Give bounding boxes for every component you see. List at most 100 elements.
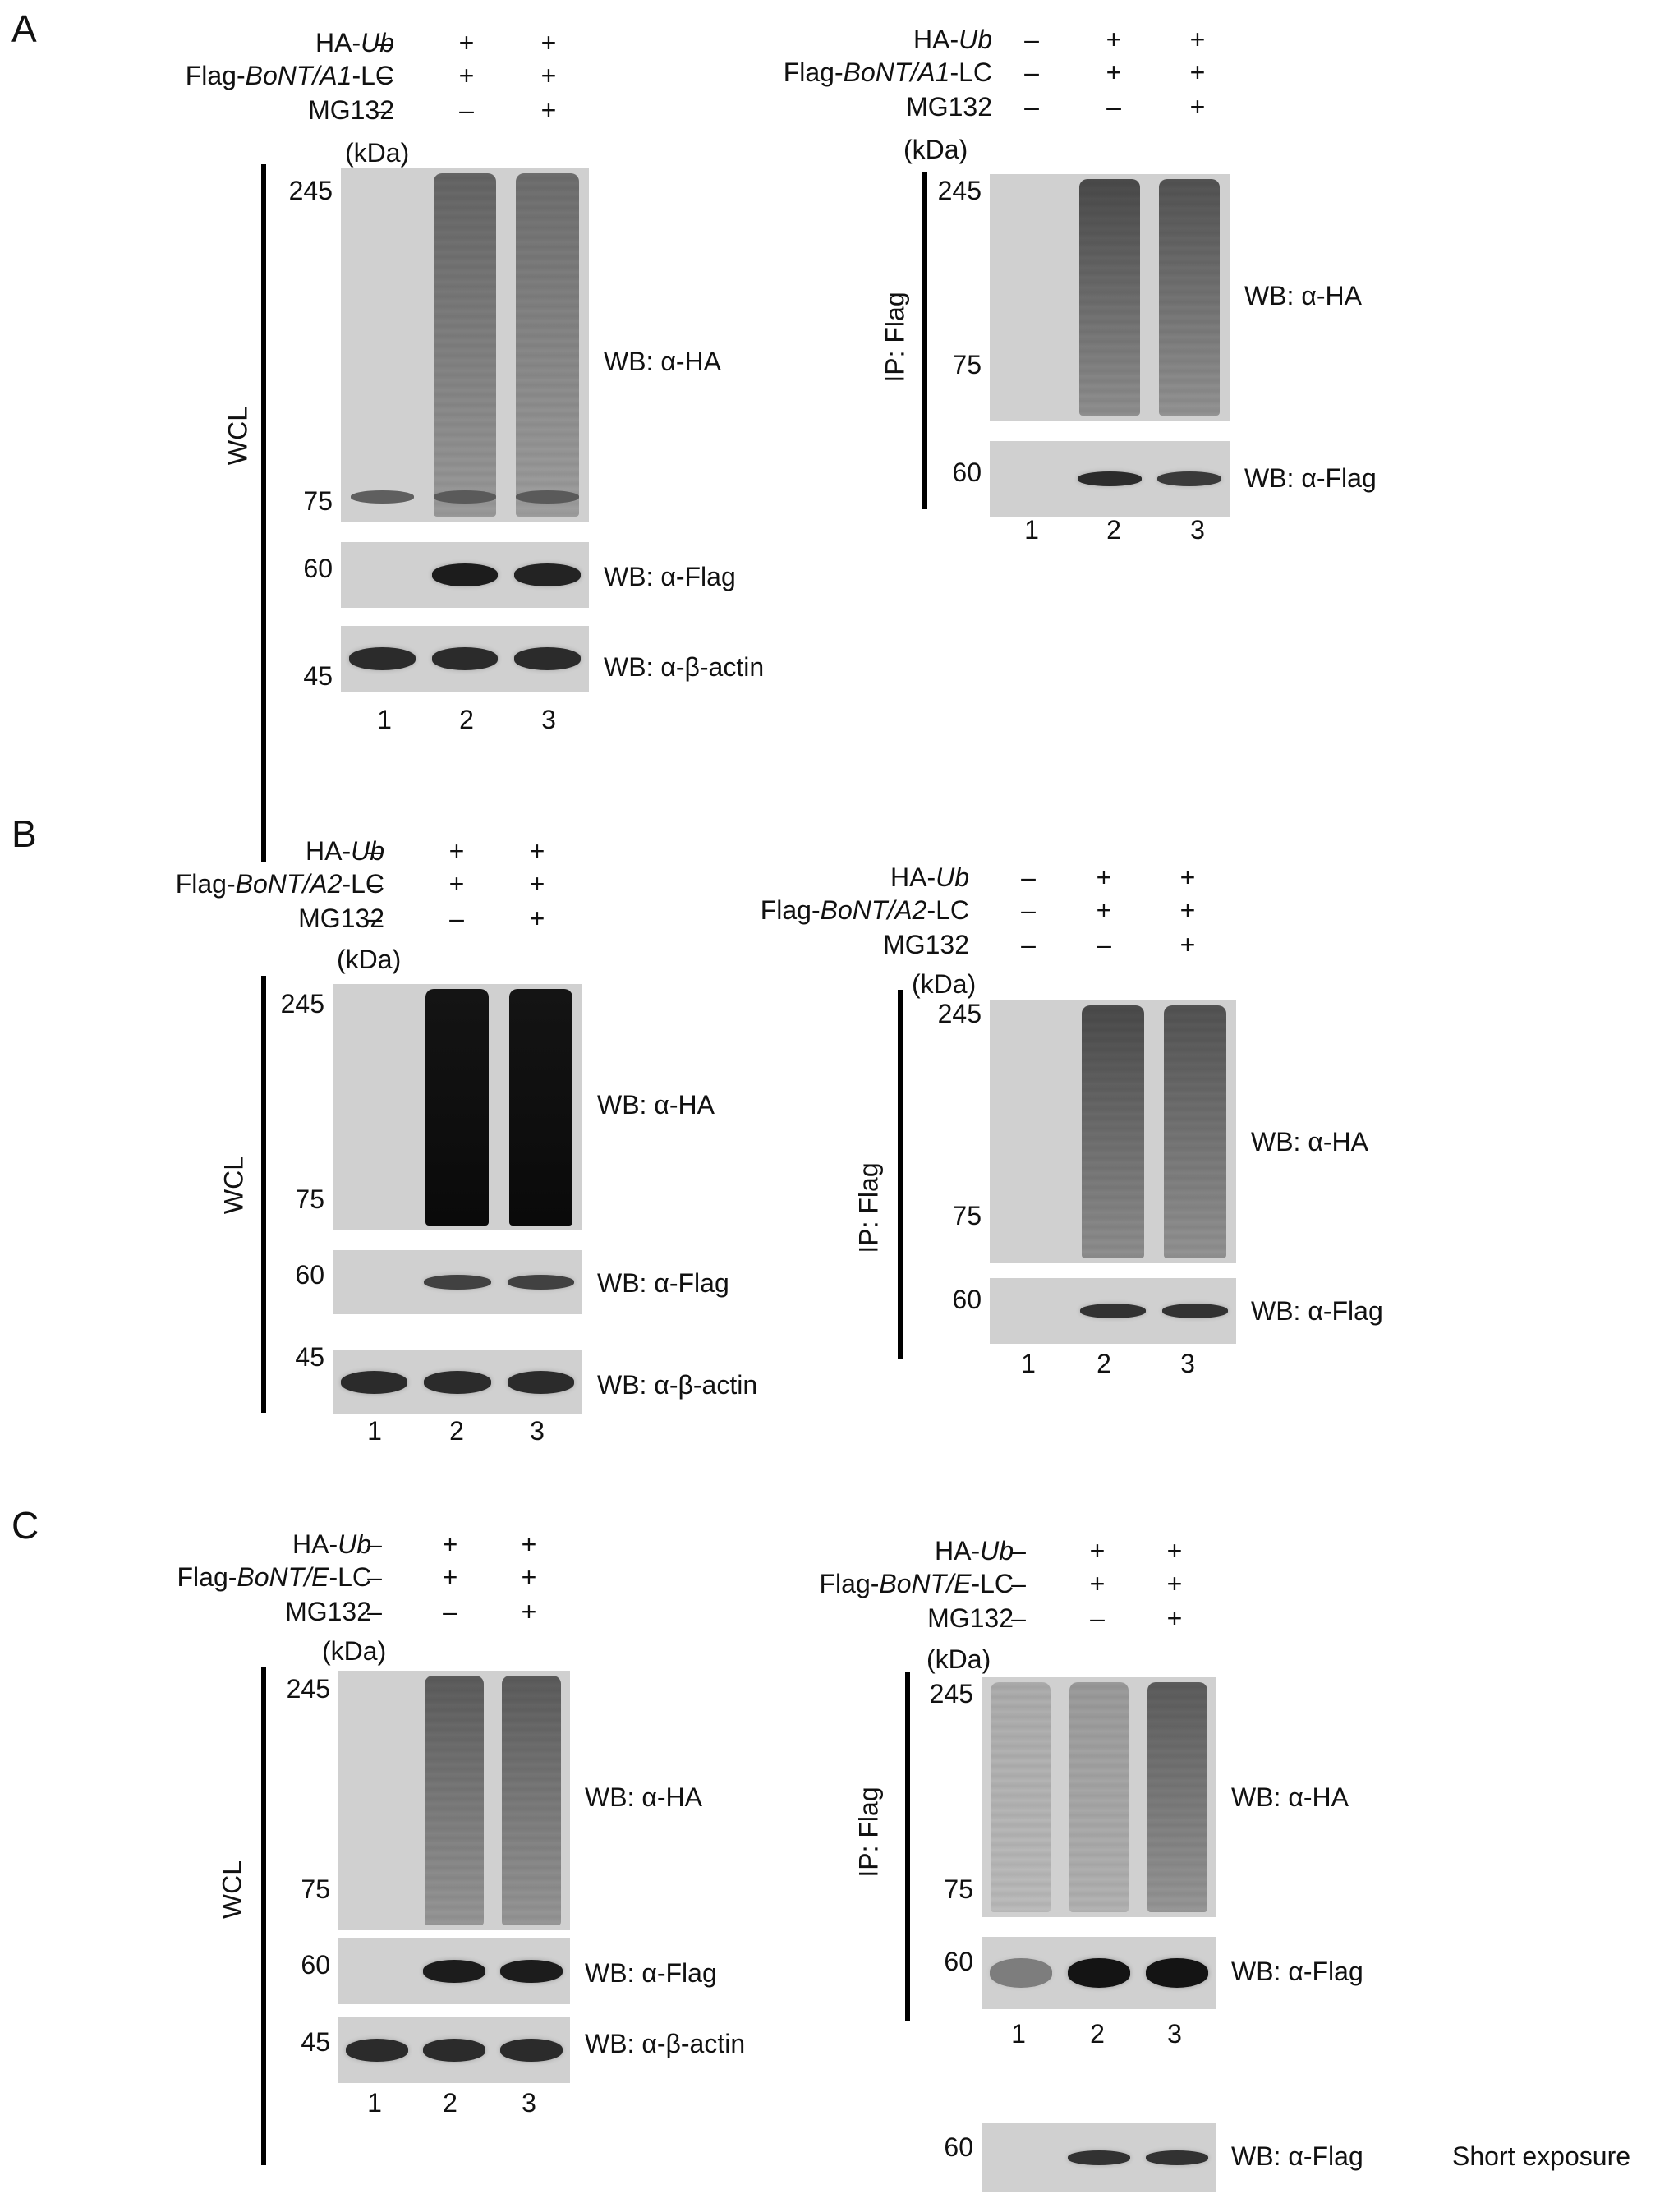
gel-lane-smear — [425, 1676, 484, 1925]
treatment-sign: + — [1179, 895, 1196, 925]
treatment-row-label: MG132 — [298, 904, 384, 933]
blot-image — [990, 441, 1230, 517]
row-label-prefix: Flag- — [185, 61, 246, 90]
blot-image — [333, 1250, 582, 1314]
mw-marker-label: 60 — [303, 554, 333, 583]
treatment-sign: + — [1096, 862, 1112, 892]
treatment-row-label: Flag-BoNT/E-LC — [177, 1562, 372, 1592]
antibody-label: WB: α-HA — [597, 1090, 715, 1120]
treatment-sign: – — [443, 1597, 457, 1626]
side-group-label: IP: Flag — [853, 1787, 884, 1878]
treatment-sign: – — [1024, 57, 1039, 87]
row-label-italic: BoNT/A2 — [235, 869, 343, 899]
row-label-prefix: HA- — [890, 862, 936, 892]
row-label-italic: BoNT/A2 — [820, 895, 927, 925]
lane-number: 2 — [449, 1416, 464, 1446]
treatment-row-label: HA-Ub — [306, 836, 384, 866]
treatment-sign: + — [521, 1597, 537, 1626]
row-label-italic: Ub — [338, 1529, 371, 1559]
treatment-sign: + — [1096, 895, 1112, 925]
gel-band — [1146, 2150, 1209, 2165]
kda-unit-label: (kDa) — [345, 138, 410, 168]
lane-number: 2 — [1090, 2019, 1105, 2049]
blot-image — [990, 1000, 1236, 1263]
blot-image — [341, 626, 589, 692]
treatment-sign: + — [448, 836, 465, 866]
gel-band — [349, 647, 416, 670]
treatment-row-label: HA-Ub — [292, 1529, 371, 1559]
treatment-row-label: HA-Ub — [913, 25, 992, 54]
lane-number: 1 — [1011, 2019, 1026, 2049]
mw-marker-label: 75 — [301, 1874, 330, 1904]
treatment-sign: – — [449, 904, 464, 933]
mw-marker-label: 75 — [952, 350, 982, 379]
mw-marker-label: 245 — [286, 1674, 330, 1704]
mw-marker-label: 245 — [288, 176, 333, 205]
antibody-label: WB: α-Flag — [1231, 2141, 1363, 2171]
treatment-sign: + — [540, 95, 557, 125]
treatment-sign: – — [1011, 1536, 1026, 1566]
gel-lane-smear — [343, 989, 406, 1226]
gel-lane-smear — [1000, 179, 1060, 416]
side-group-label: IP: Flag — [880, 292, 910, 383]
antibody-label: WB: α-β-actin — [604, 652, 765, 682]
blot-image — [338, 2017, 570, 2083]
blot-image — [990, 1278, 1236, 1344]
lane-number: 3 — [1167, 2019, 1182, 2049]
antibody-label: WB: α-HA — [1244, 281, 1362, 310]
gel-lane-smear — [1079, 179, 1140, 416]
gel-lane-smear — [1159, 179, 1221, 416]
treatment-sign: – — [367, 869, 382, 899]
mw-marker-label: 45 — [295, 1342, 324, 1372]
antibody-label: WB: α-HA — [1231, 1782, 1349, 1812]
treatment-sign: + — [458, 28, 475, 57]
treatment-row-label: HA-Ub — [935, 1536, 1014, 1566]
gel-lane-smear — [347, 1676, 406, 1925]
panel-letter: A — [11, 7, 37, 50]
mw-marker-label: 245 — [937, 999, 982, 1028]
treatment-sign: – — [1097, 930, 1111, 959]
lane-number: 3 — [530, 1416, 545, 1446]
treatment-sign: + — [448, 869, 465, 899]
side-group-label: WCL — [217, 1860, 247, 1920]
blot-image — [333, 1350, 582, 1414]
gel-band — [1146, 1958, 1209, 1988]
row-label-suffix: -LC — [352, 61, 394, 90]
exposure-note: Short exposure — [1452, 2141, 1631, 2171]
gel-lane-smear — [433, 173, 497, 517]
treatment-sign: + — [1106, 57, 1122, 87]
mw-marker-label: 60 — [295, 1260, 324, 1290]
treatment-sign: – — [367, 1597, 382, 1626]
kda-unit-label: (kDa) — [903, 135, 968, 164]
gel-band — [1067, 1958, 1131, 1988]
treatment-sign: – — [367, 1529, 382, 1559]
treatment-sign: + — [529, 869, 545, 899]
row-label-prefix: HA- — [315, 28, 361, 57]
panel-letter: B — [11, 812, 37, 855]
lane-number: 1 — [377, 705, 392, 734]
treatment-sign: + — [521, 1562, 537, 1592]
lane-number: 2 — [443, 2088, 457, 2118]
group-bracket-line — [261, 164, 266, 862]
mw-marker-label: 245 — [280, 989, 324, 1019]
row-label-italic: BoNT/E — [237, 1562, 329, 1592]
blot-image — [338, 1671, 570, 1930]
mw-marker-label: 45 — [301, 2027, 330, 2057]
lane-number: 3 — [522, 2088, 536, 2118]
lane-number: 3 — [541, 705, 556, 734]
treatment-sign: + — [1089, 1569, 1106, 1598]
treatment-sign: + — [529, 836, 545, 866]
mw-marker-label: 75 — [944, 1874, 973, 1904]
antibody-label: WB: α-HA — [1251, 1127, 1368, 1157]
treatment-sign: + — [1089, 1536, 1106, 1566]
row-label-italic: Ub — [936, 862, 969, 892]
treatment-sign: + — [521, 1529, 537, 1559]
group-bracket-line — [898, 990, 903, 1359]
group-bracket-line — [905, 1672, 910, 2021]
mw-marker-label: 75 — [952, 1201, 982, 1230]
antibody-label: WB: α-Flag — [1251, 1296, 1383, 1326]
gel-lane-smear — [516, 173, 579, 517]
treatment-sign: – — [1011, 1603, 1026, 1633]
row-label-prefix: MG132 — [298, 904, 384, 933]
row-label-suffix: -LC — [342, 869, 384, 899]
